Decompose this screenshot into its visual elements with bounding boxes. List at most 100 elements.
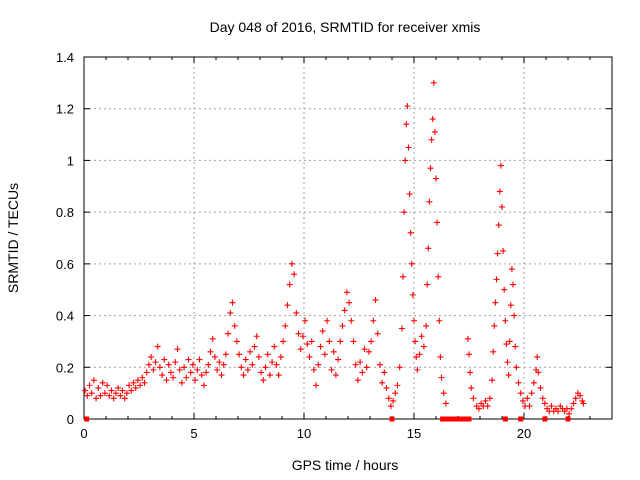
data-point xyxy=(192,377,199,384)
data-point xyxy=(189,361,196,368)
data-point xyxy=(176,366,183,373)
data-point xyxy=(541,400,548,407)
data-point xyxy=(132,384,139,391)
data-point xyxy=(381,369,388,376)
data-point xyxy=(159,372,166,379)
data-point xyxy=(435,273,442,280)
data-point xyxy=(262,364,269,371)
data-point xyxy=(139,374,146,381)
data-point xyxy=(383,384,390,391)
data-point xyxy=(108,387,115,394)
data-point xyxy=(330,348,337,355)
data-point xyxy=(470,395,477,402)
data-point xyxy=(313,382,320,389)
data-point xyxy=(244,366,251,373)
data-point xyxy=(579,397,586,404)
x-tick-label: 5 xyxy=(190,426,197,441)
data-point xyxy=(482,397,489,404)
data-point xyxy=(145,361,152,368)
data-point xyxy=(504,359,511,366)
data-point xyxy=(286,281,293,288)
data-point xyxy=(394,382,401,389)
data-point xyxy=(404,103,411,110)
data-point xyxy=(464,335,471,342)
data-point xyxy=(491,322,498,329)
data-point xyxy=(106,392,113,399)
data-point xyxy=(409,291,416,298)
data-point xyxy=(101,390,108,397)
data-point xyxy=(537,384,544,391)
data-point xyxy=(163,377,170,384)
data-point xyxy=(240,372,247,379)
x-tick-label: 20 xyxy=(517,426,531,441)
data-point xyxy=(266,372,273,379)
data-point xyxy=(502,317,509,324)
data-point xyxy=(517,390,524,397)
data-point xyxy=(512,343,519,350)
data-point xyxy=(117,392,124,399)
data-point xyxy=(402,157,409,164)
data-point xyxy=(90,377,97,384)
data-point xyxy=(466,351,472,358)
zero-marker xyxy=(502,416,508,422)
data-point xyxy=(174,346,181,353)
data-point xyxy=(427,165,434,172)
data-point xyxy=(128,387,135,394)
data-point xyxy=(137,382,144,389)
data-point xyxy=(505,372,512,379)
data-point xyxy=(497,162,504,169)
data-point xyxy=(218,372,225,379)
data-point xyxy=(413,353,420,360)
data-point xyxy=(528,390,535,397)
data-point xyxy=(524,395,531,402)
data-point xyxy=(350,338,357,345)
data-point xyxy=(291,271,298,278)
data-point xyxy=(511,312,518,319)
data-point xyxy=(515,379,522,386)
data-point xyxy=(530,379,537,386)
data-point xyxy=(387,403,394,410)
data-point xyxy=(280,338,287,345)
data-point xyxy=(385,395,392,402)
x-axis-label: GPS time / hours xyxy=(292,457,399,473)
data-point xyxy=(200,382,207,389)
data-point xyxy=(225,330,232,337)
data-point xyxy=(275,372,282,379)
zero-marker xyxy=(518,416,524,422)
data-point xyxy=(255,353,262,360)
data-point xyxy=(425,245,432,252)
data-point xyxy=(310,366,317,373)
data-point xyxy=(222,351,229,358)
data-point xyxy=(416,351,423,358)
data-point xyxy=(572,395,579,402)
data-point xyxy=(506,338,513,345)
data-point xyxy=(220,361,227,368)
data-point xyxy=(348,317,355,324)
data-point xyxy=(172,359,179,366)
data-point xyxy=(577,392,584,399)
data-point xyxy=(534,353,541,360)
data-point xyxy=(508,266,515,273)
data-point xyxy=(141,379,148,386)
zero-marker xyxy=(466,416,472,422)
y-tick-label: 0.8 xyxy=(56,205,74,220)
data-point xyxy=(211,353,218,360)
data-point xyxy=(429,116,436,123)
data-point xyxy=(88,390,95,397)
data-point xyxy=(437,353,444,360)
data-point xyxy=(194,366,201,373)
data-point xyxy=(216,359,223,366)
data-point xyxy=(242,356,249,363)
data-point xyxy=(332,372,339,379)
data-point xyxy=(408,260,415,267)
y-tick-label: 1 xyxy=(67,153,74,168)
data-point xyxy=(277,353,284,360)
data-point xyxy=(392,390,399,397)
data-point xyxy=(273,361,280,368)
data-point xyxy=(428,136,435,143)
data-point xyxy=(359,369,366,376)
data-point xyxy=(490,348,497,355)
data-point xyxy=(503,341,510,348)
x-tick-label: 0 xyxy=(80,426,87,441)
